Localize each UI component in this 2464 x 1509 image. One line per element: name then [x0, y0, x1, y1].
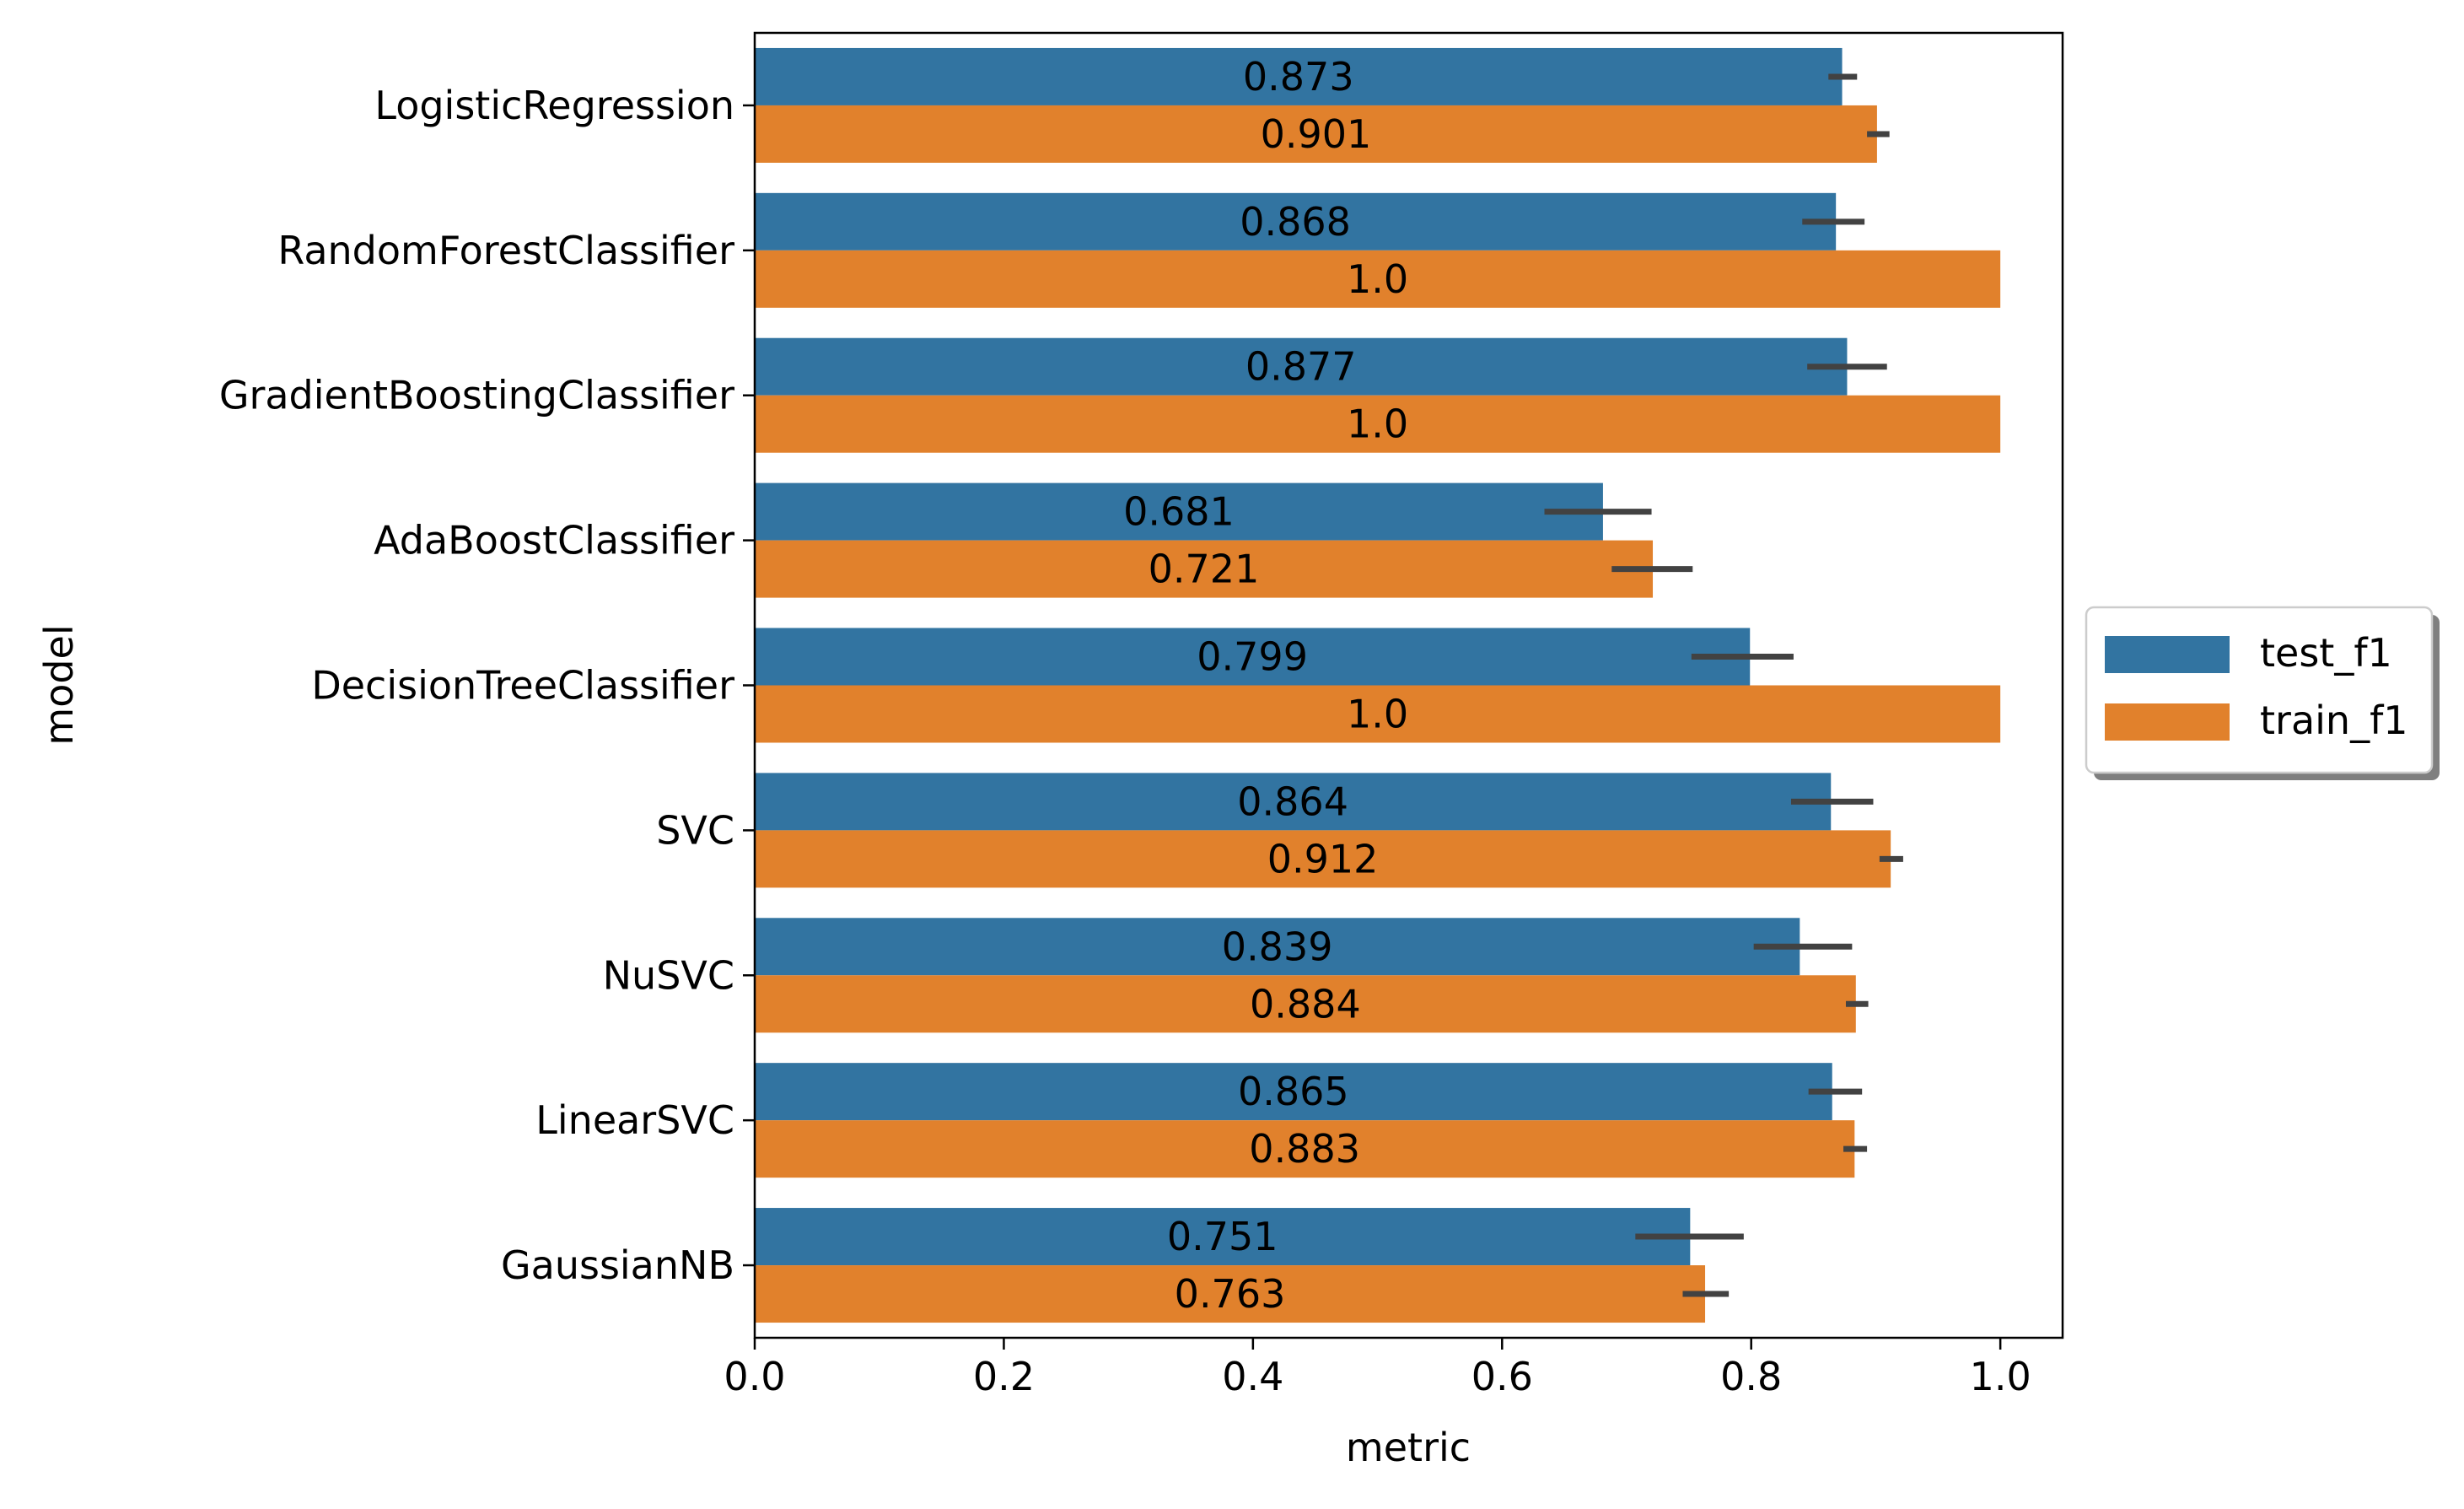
bar-value-label: 0.681: [1123, 489, 1235, 535]
x-tick-label: 0.6: [1471, 1354, 1533, 1399]
bar-train_f1: [755, 1265, 1706, 1323]
error-bars-layer: [1544, 73, 1903, 1297]
x-tick-label: 1.0: [1970, 1354, 2031, 1399]
bar-test_f1: [755, 482, 1603, 541]
x-axis-title: metric: [1346, 1425, 1471, 1470]
bar-train_f1: [755, 830, 1891, 888]
y-tick-label: LinearSVC: [535, 1097, 734, 1143]
x-tick-label: 0.0: [724, 1354, 785, 1399]
bar-value-label: 0.877: [1245, 344, 1357, 390]
legend-label: test_f1: [2260, 630, 2392, 676]
y-axis-title: model: [36, 624, 82, 745]
y-tick-label: LogisticRegression: [374, 83, 734, 128]
y-tick-label: GaussianNB: [501, 1242, 734, 1288]
bar-value-label: 1.0: [1347, 692, 1408, 737]
bar-value-label: 0.912: [1267, 836, 1379, 881]
bar-test_f1: [755, 47, 1843, 105]
bar-value-label: 0.864: [1237, 779, 1348, 824]
y-axis: LogisticRegression RandomForestClassifier…: [219, 83, 755, 1288]
bar-train_f1: [755, 540, 1654, 598]
bar-train_f1: [755, 685, 2001, 743]
bar-train_f1: [755, 1120, 1855, 1178]
bar-test_f1: [755, 1063, 1832, 1121]
y-tick-label: AdaBoostClassifier: [374, 518, 734, 563]
bar-value-label: 0.883: [1249, 1126, 1360, 1172]
bar-value-label: 0.721: [1149, 547, 1260, 592]
x-tick-label: 0.8: [1720, 1354, 1782, 1399]
bar-value-label: 0.901: [1261, 111, 1372, 157]
bars-layer: [755, 47, 2001, 1323]
y-tick-label: RandomForestClassifier: [277, 228, 734, 273]
bar-value-label: 0.763: [1175, 1271, 1286, 1317]
bar-value-label: 0.884: [1250, 981, 1361, 1027]
y-tick-label: NuSVC: [603, 952, 734, 998]
bar-train_f1: [755, 395, 2001, 453]
x-tick-label: 0.4: [1222, 1354, 1283, 1399]
bar-test_f1: [755, 192, 1837, 251]
y-tick-label: DecisionTreeClassifier: [311, 663, 734, 709]
bar-value-label: 0.873: [1243, 54, 1354, 100]
legend-swatch: [2105, 703, 2230, 741]
bar-value-label: 0.751: [1167, 1214, 1278, 1259]
bar-test_f1: [755, 1208, 1691, 1266]
bar-value-label: 0.799: [1197, 634, 1308, 680]
bar-test_f1: [755, 773, 1832, 831]
bar-value-label: 0.868: [1240, 199, 1351, 245]
bar-value-label: 0.839: [1222, 924, 1333, 969]
y-tick-label: GradientBoostingClassifier: [219, 373, 734, 418]
x-tick-label: 0.2: [973, 1354, 1035, 1399]
bar-test_f1: [755, 337, 1848, 396]
bar-value-label: 1.0: [1347, 402, 1408, 447]
x-axis: 0.0 0.2 0.4 0.6 0.8 1.0: [724, 1338, 2031, 1399]
y-tick-label: SVC: [656, 807, 734, 853]
legend-label: train_f1: [2260, 698, 2408, 743]
bar-test_f1: [755, 918, 1800, 976]
bar-train_f1: [755, 105, 1877, 163]
legend-swatch: [2105, 636, 2230, 673]
bar-train_f1: [755, 250, 2001, 308]
bar-value-label: 1.0: [1347, 256, 1408, 302]
bar-train_f1: [755, 975, 1856, 1033]
legend: test_f1 train_f1: [2085, 606, 2440, 780]
bar-test_f1: [755, 628, 1751, 686]
bar-value-label: 0.865: [1238, 1069, 1349, 1114]
bar-labels-layer: 0.873 0.901 0.868 1.0 0.877 1.0 0.681 0.721 0.79…: [1123, 54, 1408, 1317]
